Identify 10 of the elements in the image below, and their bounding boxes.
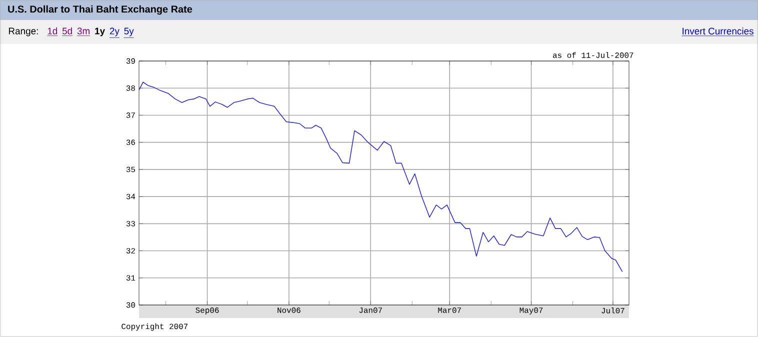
line-series [139,82,623,272]
text: Invert Currencies [682,28,754,34]
text: 2y [110,28,120,36]
text: 1d [48,27,58,34]
text: Range: [8,28,38,36]
text: 5d [62,27,72,34]
chart-title: U.S. Dollar to Thai Baht Exchange Rate [8,5,192,15]
text: 5y [124,28,134,36]
text: 1y [95,28,105,36]
text: 3m [77,28,90,34]
